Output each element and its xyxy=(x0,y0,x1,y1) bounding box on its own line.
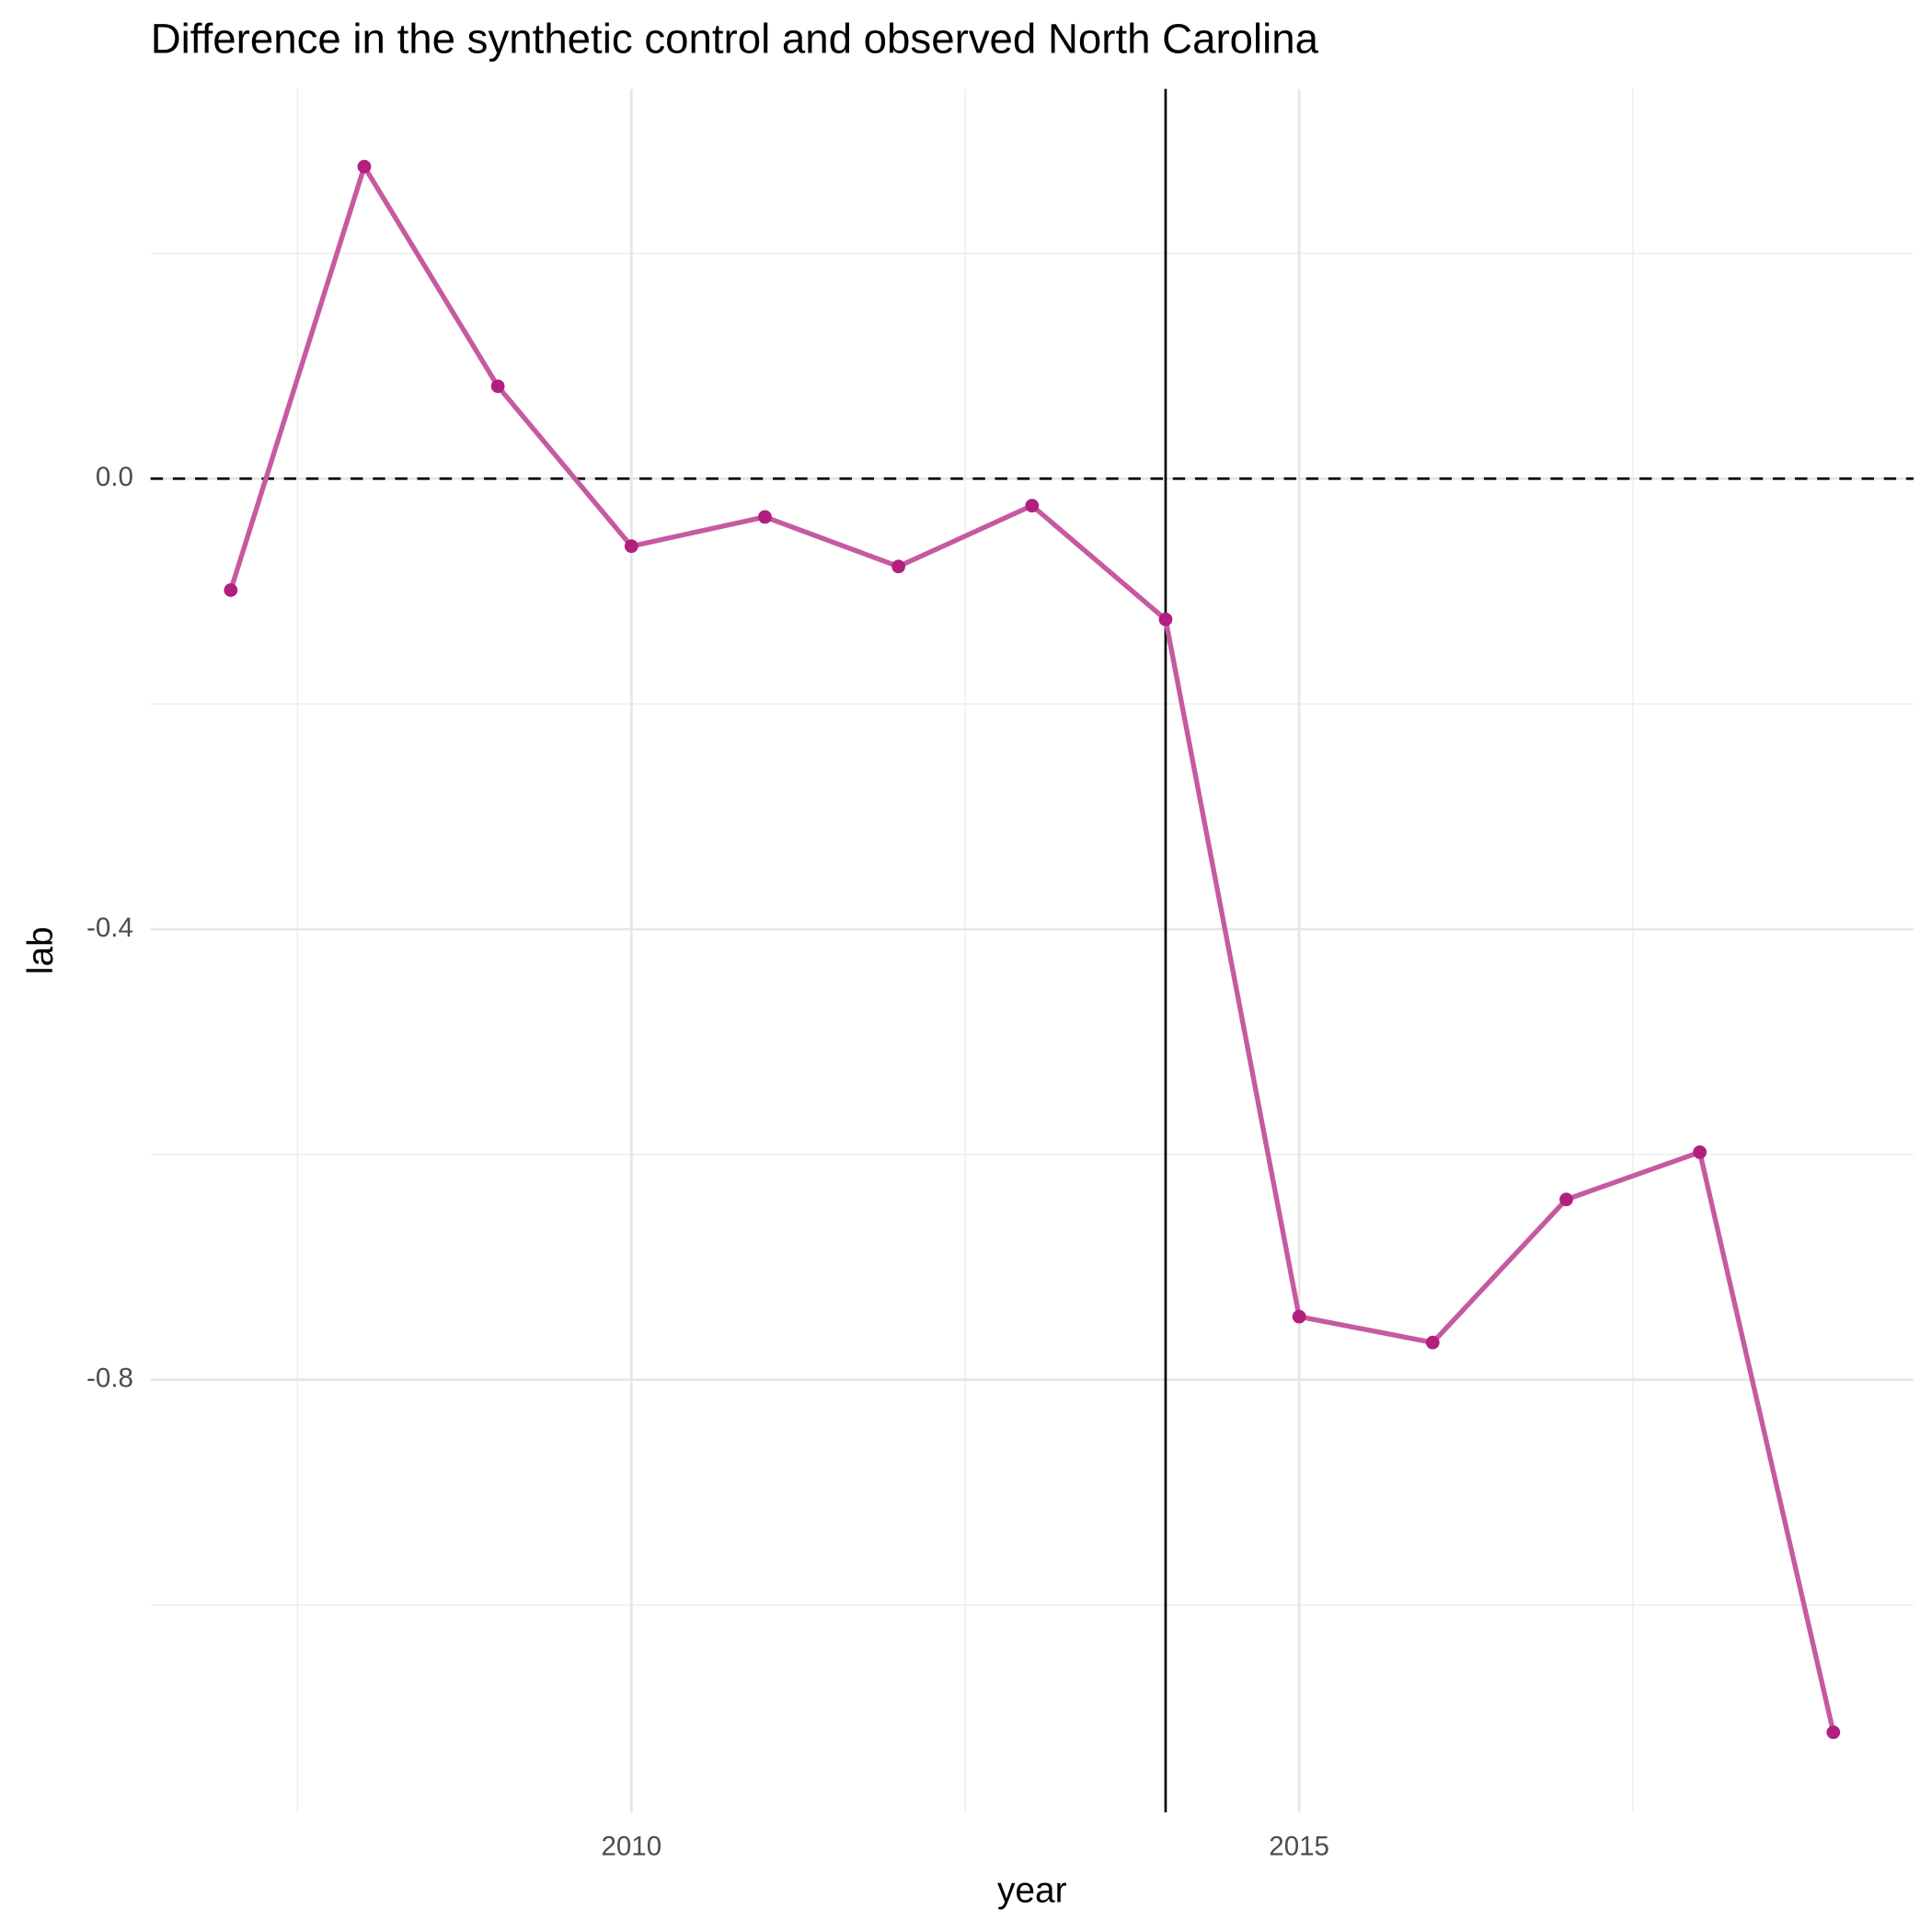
data-point xyxy=(490,379,505,394)
data-point xyxy=(1826,1725,1841,1740)
data-point xyxy=(224,583,238,597)
data-point xyxy=(758,510,772,524)
series-line xyxy=(228,164,1836,1733)
data-point xyxy=(357,159,372,174)
data-point xyxy=(891,559,906,574)
y-tick-label: -0.4 xyxy=(86,913,133,943)
data-point xyxy=(1292,1309,1306,1324)
x-tick-label: 2010 xyxy=(601,1832,661,1862)
x-tick-label: 2015 xyxy=(1269,1832,1329,1862)
data-point xyxy=(1025,499,1040,512)
x-axis-title: year xyxy=(997,1870,1067,1910)
data-point xyxy=(1559,1192,1573,1207)
data-point xyxy=(1425,1335,1440,1350)
y-tick-label: -0.8 xyxy=(86,1363,133,1393)
data-point xyxy=(1158,612,1173,627)
chart-title: Difference in the synthetic control and … xyxy=(151,16,1319,63)
y-tick-label: 0.0 xyxy=(96,462,133,492)
data-point xyxy=(624,539,638,554)
y-axis-title: lab xyxy=(21,926,61,974)
data-point xyxy=(1693,1145,1707,1159)
